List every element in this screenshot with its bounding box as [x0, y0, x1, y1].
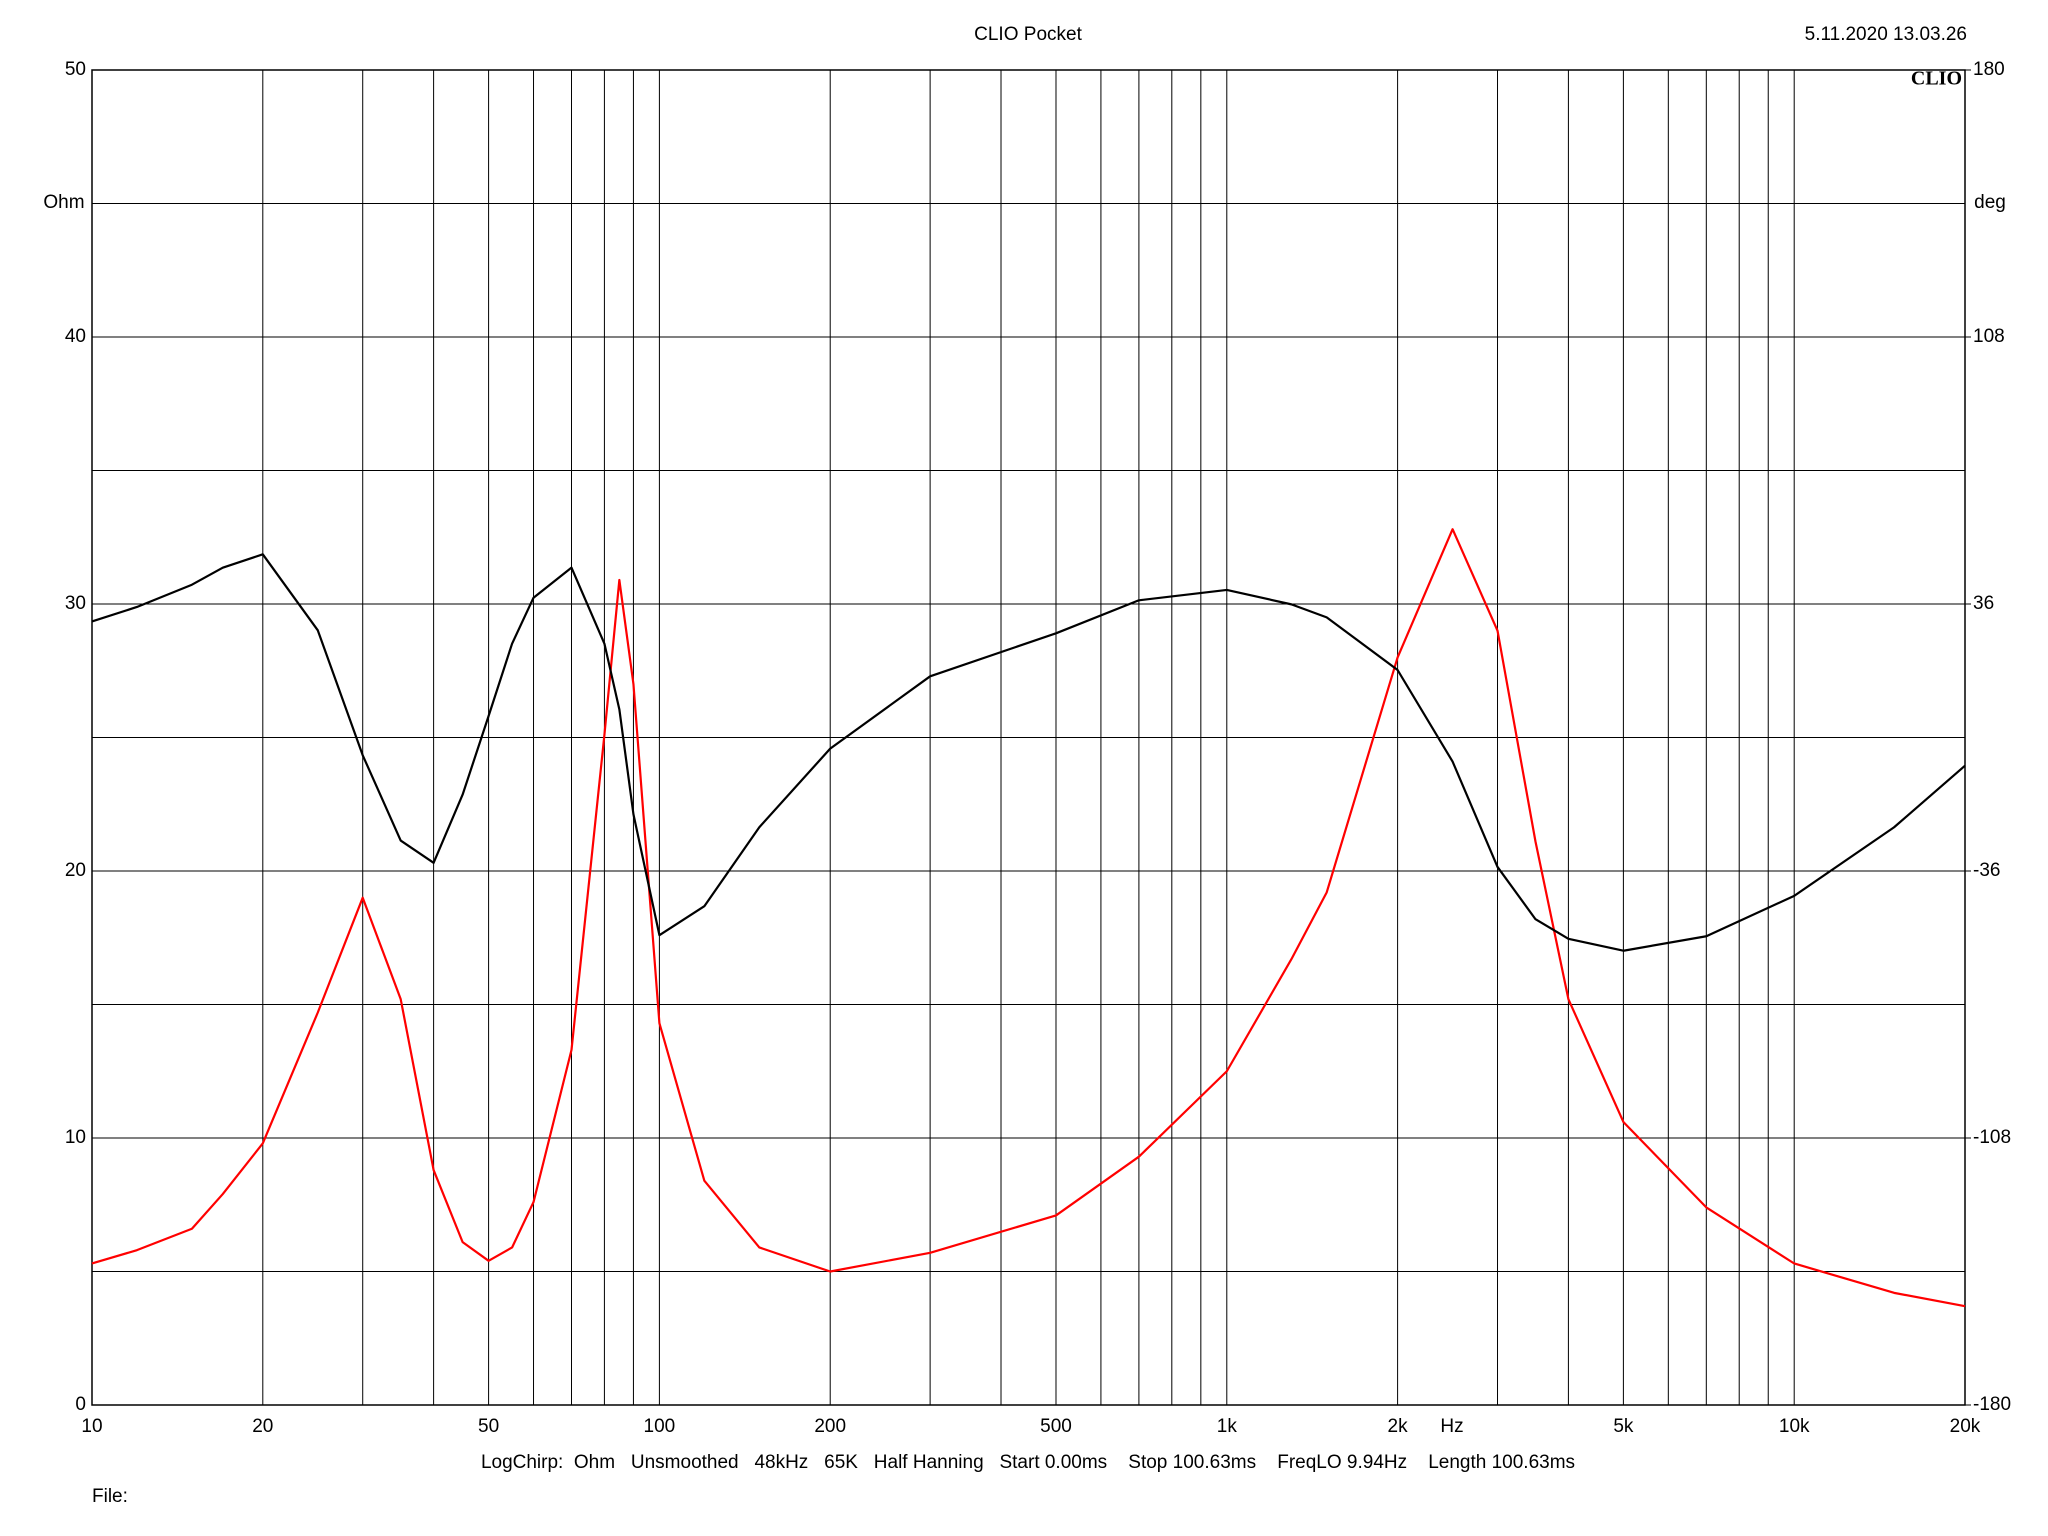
y2-tick-label: 180 — [1973, 59, 2005, 80]
footer: LogChirp: Ohm Unsmoothed 48kHz 65K Half … — [481, 1452, 1575, 1473]
y2-tick-label: -180 — [1973, 1394, 2011, 1415]
x-tick-label: 50 — [478, 1416, 499, 1437]
x-tick-label: 200 — [814, 1416, 846, 1437]
x-axis-label: Hz — [1440, 1416, 1463, 1437]
y2-tick-label: -36 — [1973, 860, 2000, 881]
x-tick-label: 5k — [1613, 1416, 1634, 1437]
y-axis-label: Ohm — [43, 192, 84, 213]
x-tick-label: 10k — [1779, 1416, 1810, 1437]
file-label: File: — [92, 1486, 128, 1507]
timestamp: 5.11.2020 13.03.26 — [1805, 24, 1967, 45]
x-tick-label: 20 — [252, 1416, 273, 1437]
y-tick-label: 10 — [65, 1127, 86, 1148]
plot-frame — [91, 69, 1966, 1406]
y-tick-label: 40 — [65, 326, 86, 347]
x-tick-label: 100 — [644, 1416, 676, 1437]
x-tick-label: 1k — [1217, 1416, 1238, 1437]
chart-title: CLIO Pocket — [974, 24, 1082, 45]
y2-tick-label: 36 — [1973, 593, 1994, 614]
logo: CLIO — [1911, 68, 1962, 90]
y2-axis-label: deg — [1974, 192, 2006, 213]
data-line — [91, 553, 1966, 952]
y-tick-label: 30 — [65, 593, 86, 614]
y-tick-label: 20 — [65, 860, 86, 881]
y2-tick-label: 108 — [1973, 326, 2005, 347]
y-tick-label: 50 — [65, 59, 86, 80]
x-tick-label: 500 — [1040, 1416, 1072, 1437]
x-tick-label: 2k — [1388, 1416, 1409, 1437]
y2-tick-label: -108 — [1973, 1127, 2011, 1148]
y-tick-label: 0 — [75, 1394, 86, 1415]
x-tick-label: 10 — [81, 1416, 102, 1437]
data-line — [91, 528, 1966, 1308]
x-tick-label: 20k — [1950, 1416, 1981, 1437]
